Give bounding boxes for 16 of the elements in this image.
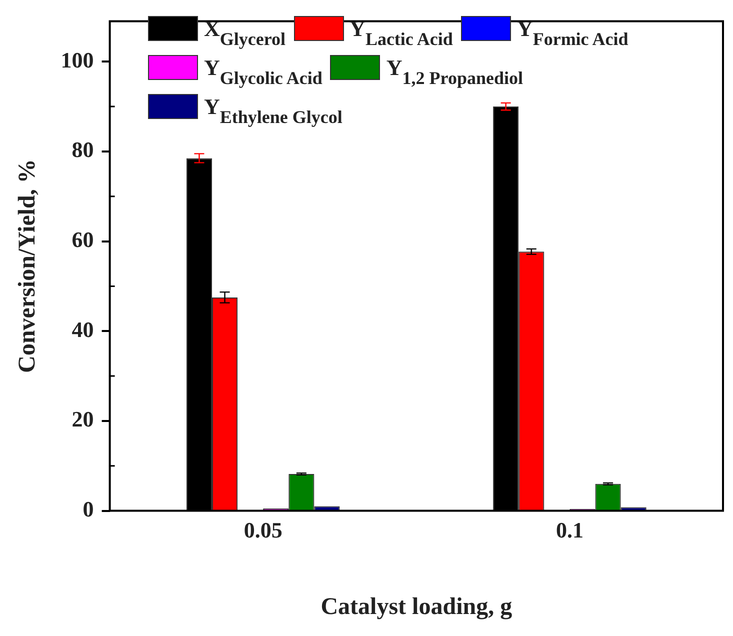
legend-label: Y$_{Glycolic Acid}$	[204, 55, 322, 89]
x-tick-label: 0.1	[556, 518, 584, 543]
legend-label: Y$_{Formic Acid}$	[516, 16, 628, 50]
y-tick-label: 100	[60, 47, 94, 72]
legend-label: Y$_{1,2 Propanediol}$	[386, 55, 523, 89]
x-axis-title: Catalyst loading, g	[320, 594, 512, 620]
y-tick-label: 80	[72, 137, 94, 162]
legend-label: X$_{Glycerol}$	[204, 16, 286, 50]
y-axis-title: Conversion/Yield, %	[14, 159, 41, 373]
y-tick-label: 60	[72, 226, 94, 252]
legend-label: Y$_{Lactic Acid}$	[350, 16, 453, 50]
y-tick-label: 0	[82, 496, 94, 522]
y-tick-label: 40	[72, 316, 94, 342]
y-tick-label: 20	[72, 406, 94, 432]
x-tick-label: 0.05	[244, 518, 282, 543]
legend-label: Y$_{Ethylene Glycol}$	[204, 94, 342, 128]
